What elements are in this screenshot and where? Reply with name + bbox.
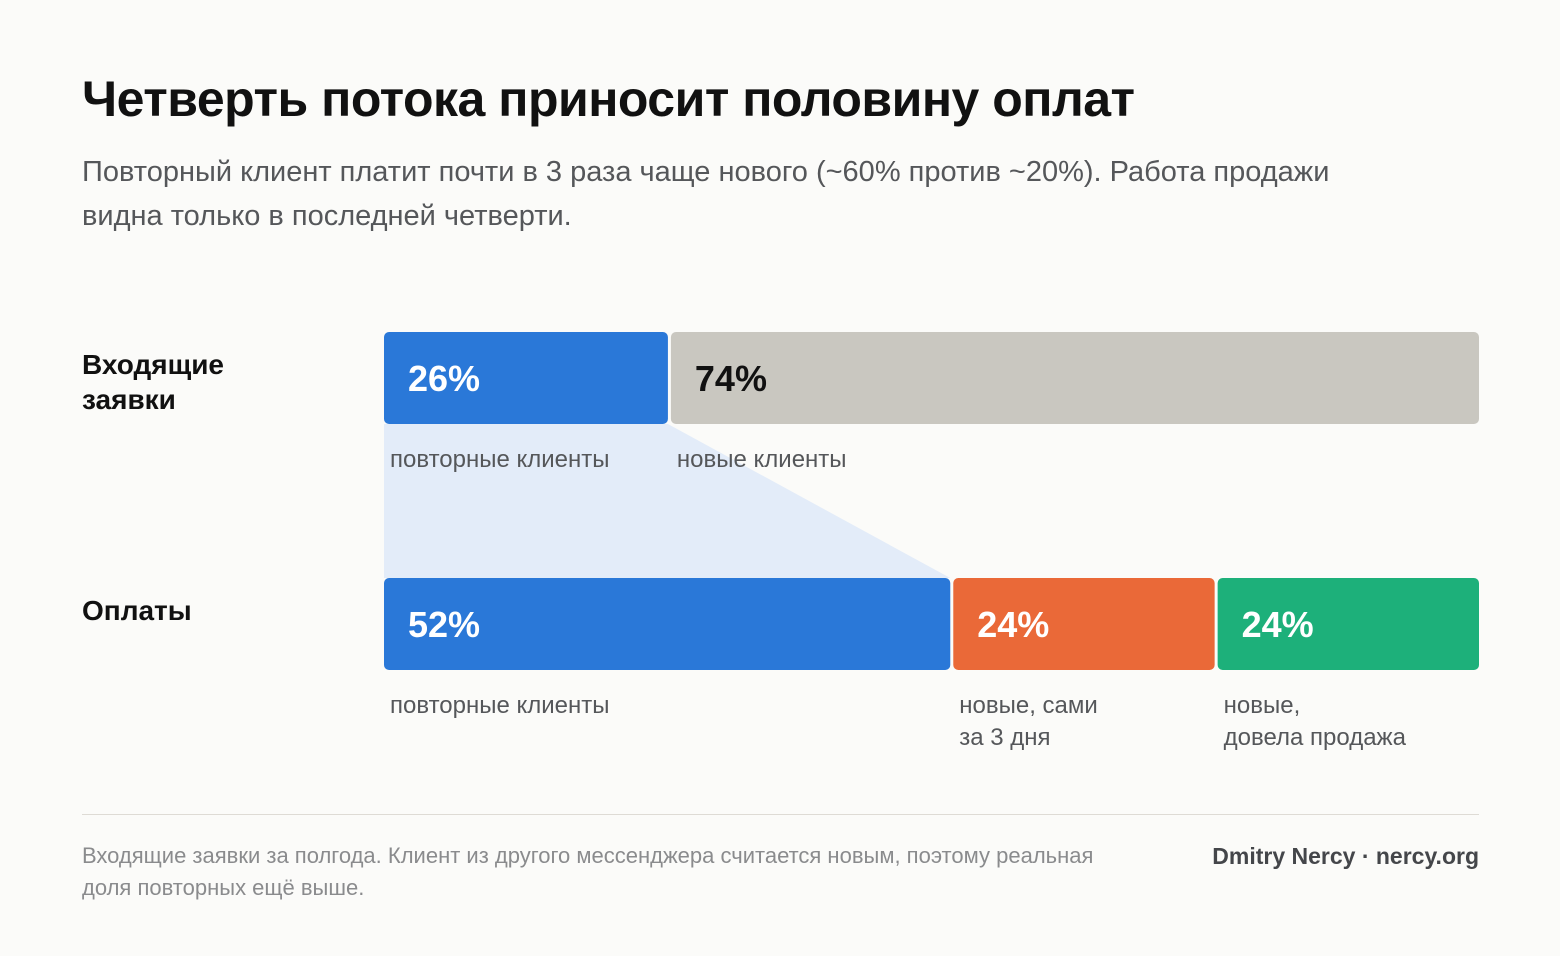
repeat-clients-connector: [384, 424, 951, 578]
chart-title: Четверть потока приносит половину оплат: [82, 71, 1135, 127]
bar-value-label-r0-s1: 74%: [695, 358, 767, 399]
bar-segment-r1-s0: [384, 578, 951, 670]
bar-caption-r1-s1: новые, сами за 3 дня: [959, 692, 1098, 751]
bar-caption-r1-s2: новые, довела продажа: [1223, 692, 1406, 751]
row-label-payments: Оплаты: [82, 595, 192, 626]
footnote: Входящие заявки за полгода. Клиент из др…: [82, 843, 1094, 900]
bar-value-label-r1-s0: 52%: [408, 604, 480, 645]
row-label-incoming: Входящие заявки: [82, 349, 224, 415]
bar-caption-r0-s1: новые клиенты: [676, 446, 847, 473]
bar-value-label-r1-s1: 24%: [977, 604, 1049, 645]
bar-value-label-r0-s0: 26%: [408, 358, 480, 399]
bar-caption-r1-s0: повторные клиенты: [390, 692, 610, 719]
bar-segment-r1-s1: [953, 578, 1215, 670]
bar-segment-r0-s0: [384, 332, 668, 424]
chart-subtitle: Повторный клиент платит почти в 3 раза ч…: [82, 156, 1330, 232]
footer-divider: [82, 814, 1479, 815]
author-credit: Dmitry Nercy · nercy.org: [1212, 843, 1479, 869]
bar-value-label-r1-s2: 24%: [1242, 604, 1314, 645]
bar-caption-r0-s0: повторные клиенты: [390, 446, 610, 473]
bar-segment-r0-s1: [670, 332, 1479, 424]
bar-segment-r1-s2: [1217, 578, 1479, 670]
